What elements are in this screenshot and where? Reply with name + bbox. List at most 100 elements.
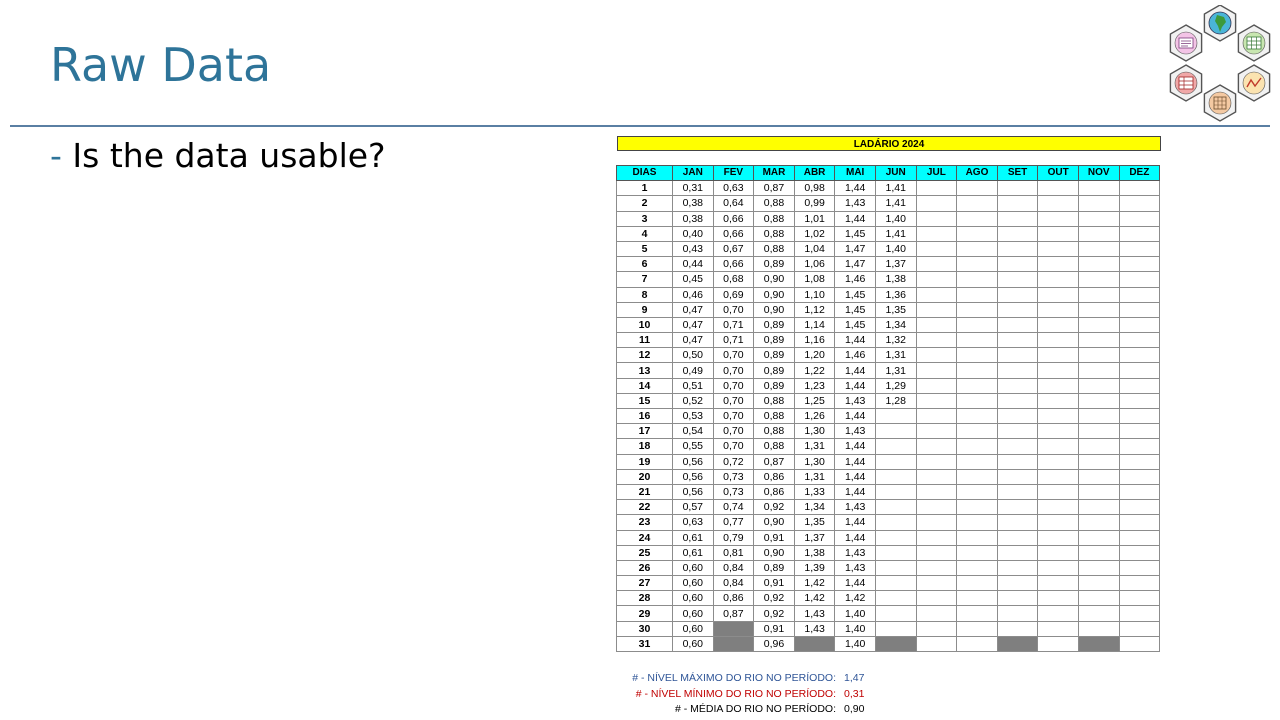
value-cell: 1,44 <box>834 332 876 349</box>
column-header: MAI <box>834 164 876 182</box>
value-cell <box>1118 392 1161 410</box>
column-header: JUN <box>874 164 917 182</box>
day-cell: 26 <box>616 559 673 577</box>
value-cell: 1,45 <box>834 225 876 242</box>
value-cell: 1,35 <box>874 301 917 318</box>
value-cell: 0,88 <box>753 392 795 410</box>
value-cell <box>1118 453 1161 470</box>
value-cell <box>915 620 958 637</box>
value-cell <box>1037 529 1079 546</box>
value-cell <box>874 514 917 531</box>
column-header: DEZ <box>1118 164 1161 182</box>
value-cell: 0,74 <box>712 499 755 516</box>
value-cell <box>956 575 998 592</box>
value-cell <box>1077 256 1120 273</box>
value-cell <box>1037 210 1079 227</box>
value-cell <box>956 423 998 440</box>
value-cell <box>1037 225 1079 242</box>
value-cell <box>915 180 958 197</box>
value-cell <box>874 559 917 577</box>
value-cell <box>996 575 1039 592</box>
value-cell <box>915 407 958 425</box>
value-cell <box>996 240 1039 258</box>
day-cell: 6 <box>616 256 673 273</box>
value-cell <box>915 590 958 607</box>
value-cell <box>1037 514 1079 531</box>
value-cell <box>1077 362 1120 379</box>
value-cell: 1,10 <box>793 286 836 303</box>
unavailable-cell <box>874 635 917 653</box>
value-cell <box>874 499 917 516</box>
value-cell <box>996 286 1039 303</box>
value-cell: 1,16 <box>793 332 836 349</box>
table-row: 30 0,60 0,91 1,43 1,40 <box>616 620 1161 637</box>
table-row: 22 0,57 0,74 0,92 1,34 1,43 <box>616 499 1161 516</box>
value-cell: 0,90 <box>753 271 795 288</box>
value-cell: 0,92 <box>753 590 795 607</box>
value-cell: 1,02 <box>793 225 836 242</box>
value-cell: 0,81 <box>712 544 755 561</box>
value-cell <box>915 635 958 653</box>
value-cell: 1,44 <box>834 575 876 592</box>
table-row: 17 0,54 0,70 0,88 1,30 1,43 <box>616 423 1161 440</box>
value-cell <box>1118 301 1161 318</box>
value-cell <box>996 332 1039 349</box>
value-cell: 1,42 <box>834 590 876 607</box>
value-cell: 1,43 <box>834 499 876 516</box>
stat-min-value: 0,31 <box>844 687 865 700</box>
value-cell: 0,70 <box>712 377 755 394</box>
value-cell: 1,31 <box>874 347 917 364</box>
table-row: 29 0,60 0,87 0,92 1,43 1,40 <box>616 605 1161 622</box>
value-cell <box>1077 605 1120 622</box>
value-cell: 0,70 <box>712 392 755 410</box>
value-cell <box>996 195 1039 212</box>
value-cell <box>956 514 998 531</box>
value-cell: 0,67 <box>712 240 755 258</box>
column-header: FEV <box>712 164 755 182</box>
day-cell: 31 <box>616 635 673 653</box>
value-cell <box>996 529 1039 546</box>
value-cell <box>996 453 1039 470</box>
value-cell <box>1077 240 1120 258</box>
title-divider <box>10 125 1270 127</box>
value-cell <box>956 286 998 303</box>
value-cell: 0,84 <box>712 575 755 592</box>
value-cell: 0,61 <box>672 544 714 561</box>
value-cell <box>1077 271 1120 288</box>
value-cell <box>874 544 917 561</box>
value-cell <box>915 240 958 258</box>
value-cell <box>1077 423 1120 440</box>
value-cell: 0,99 <box>793 195 836 212</box>
value-cell: 0,60 <box>672 620 714 637</box>
value-cell <box>956 468 998 485</box>
value-cell <box>996 620 1039 637</box>
value-cell: 0,79 <box>712 529 755 546</box>
value-cell: 0,40 <box>672 225 714 242</box>
bullet-dash: - <box>50 136 62 175</box>
value-cell <box>915 605 958 622</box>
value-cell: 1,42 <box>793 590 836 607</box>
value-cell: 0,89 <box>753 347 795 364</box>
value-cell: 0,88 <box>753 423 795 440</box>
value-cell <box>996 468 1039 485</box>
stat-avg-row: # - MÉDIA DO RIO NO PERÍODO: 0,90 <box>600 702 884 718</box>
value-cell: 0,53 <box>672 407 714 425</box>
value-cell <box>915 377 958 394</box>
unavailable-cell <box>712 635 755 653</box>
value-cell: 0,60 <box>672 575 714 592</box>
value-cell <box>1118 347 1161 364</box>
value-cell: 1,31 <box>793 468 836 485</box>
value-cell <box>1118 286 1161 303</box>
value-cell <box>915 256 958 273</box>
value-cell <box>1077 499 1120 516</box>
day-cell: 4 <box>616 225 673 242</box>
value-cell <box>915 195 958 212</box>
value-cell <box>1077 225 1120 242</box>
value-cell <box>1037 286 1079 303</box>
value-cell: 1,30 <box>793 453 836 470</box>
stat-max-value: 1,47 <box>844 672 865 684</box>
value-cell: 0,92 <box>753 605 795 622</box>
value-cell <box>996 301 1039 318</box>
table-row: 24 0,61 0,79 0,91 1,37 1,44 <box>616 529 1161 546</box>
value-cell <box>1118 499 1161 516</box>
